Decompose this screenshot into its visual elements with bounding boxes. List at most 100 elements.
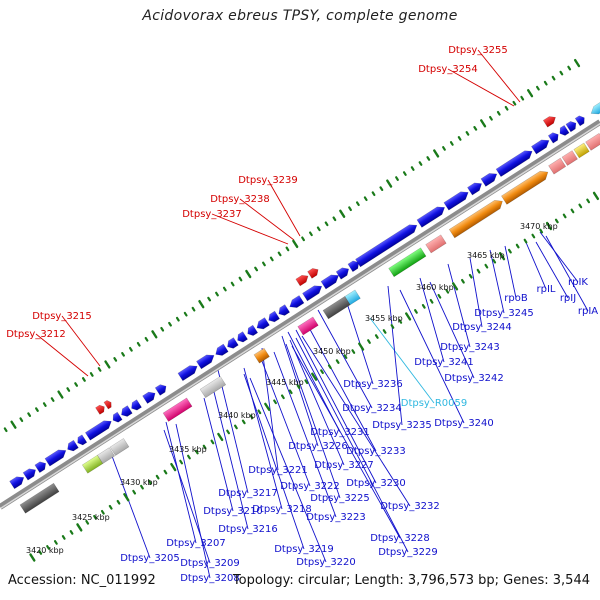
major-tick	[10, 420, 17, 429]
gene-shape	[388, 247, 427, 278]
blue-gene-label: Dtpsy_3223	[306, 512, 366, 523]
gene-shape	[215, 343, 229, 356]
connector-line	[217, 369, 249, 494]
minor-tick	[374, 334, 379, 339]
minor-tick	[437, 293, 442, 299]
minor-tick	[269, 256, 274, 262]
gene-feature	[322, 296, 351, 320]
connector-line	[175, 423, 211, 579]
gene-shape	[237, 331, 248, 343]
gene-shape	[590, 100, 600, 115]
minor-tick	[207, 296, 212, 302]
connector-line	[477, 49, 521, 103]
connector-line	[305, 321, 377, 452]
red-gene-label: Dtpsy_3238	[210, 194, 270, 205]
gene-shape	[121, 405, 133, 417]
minor-tick	[382, 329, 387, 334]
blue-gene-label: rpIL	[537, 284, 556, 295]
blue-gene-label: rpoB	[504, 293, 528, 304]
kbp-ticks	[3, 58, 600, 562]
connector-line	[211, 213, 289, 245]
minor-tick	[97, 367, 102, 372]
gene-shape	[19, 482, 60, 514]
gene-feature	[237, 331, 248, 343]
gene-shape	[295, 275, 309, 287]
gene-shape	[22, 468, 36, 481]
gene-shape	[480, 173, 498, 187]
minor-tick	[46, 545, 50, 550]
blue-gene-label: Dtpsy_3221	[248, 465, 308, 476]
major-tick	[170, 462, 177, 472]
gene-feature	[542, 116, 556, 128]
gene-shape	[256, 317, 270, 330]
minor-tick	[324, 221, 329, 227]
connector-line	[524, 239, 547, 290]
connector-line	[267, 179, 301, 237]
gene-feature	[121, 405, 133, 417]
gene-shape	[196, 354, 215, 370]
minor-tick	[398, 319, 403, 324]
major-tick	[498, 252, 506, 261]
connector-line	[243, 373, 305, 550]
gene-feature	[307, 268, 319, 279]
gene-shape	[297, 316, 319, 336]
gene-feature	[561, 150, 578, 166]
minor-tick	[113, 357, 118, 362]
minor-tick	[562, 213, 567, 219]
connector-line	[35, 333, 89, 377]
major-tick	[433, 149, 440, 158]
major-tick	[151, 330, 158, 339]
gene-shape	[9, 476, 25, 490]
minor-tick	[187, 454, 191, 460]
minor-tick	[254, 266, 259, 272]
connector-line	[345, 299, 374, 385]
gene-feature	[44, 449, 67, 467]
minor-tick	[414, 309, 418, 314]
gene-feature	[142, 391, 156, 404]
minor-tick	[277, 251, 282, 257]
gene-shape	[542, 116, 556, 128]
gene-feature	[388, 247, 427, 278]
kbp-label: 3450 kbp	[313, 347, 351, 356]
connector-line	[289, 339, 345, 466]
gene-feature	[268, 310, 280, 323]
gene-feature	[112, 411, 123, 423]
gene-shape	[177, 365, 198, 382]
major-tick	[311, 372, 318, 381]
major-tick	[292, 239, 299, 249]
minor-tick	[363, 196, 368, 202]
gene-shape	[302, 285, 323, 302]
minor-tick	[468, 273, 473, 279]
minor-tick	[449, 141, 454, 146]
major-tick	[592, 191, 600, 201]
major-tick	[526, 89, 534, 98]
kbp-label: 3440 kbp	[218, 411, 256, 420]
minor-tick	[335, 359, 340, 364]
red-gene-label: Dtpsy_3212	[6, 329, 66, 340]
minor-tick	[351, 349, 356, 354]
gene-feature	[355, 224, 418, 268]
gene-feature	[344, 289, 361, 306]
gene-feature	[67, 439, 79, 452]
gene-feature	[109, 438, 130, 456]
minor-tick	[74, 382, 79, 387]
minor-tick	[61, 535, 66, 540]
blue-gene-label: Dtpsy_3233	[346, 446, 406, 457]
minor-tick	[320, 369, 324, 375]
minor-tick	[504, 105, 509, 111]
minor-tick	[476, 268, 481, 274]
gene-shape	[34, 461, 46, 473]
gene-shape	[320, 274, 339, 290]
minor-tick	[371, 191, 376, 197]
blue-gene-label: Dtpsy_3210	[203, 506, 263, 517]
gene-feature	[443, 191, 469, 211]
minor-tick	[3, 427, 8, 433]
kbp-label: 3435 kbp	[169, 445, 207, 454]
gene-shape	[112, 411, 123, 423]
gene-shape	[501, 170, 549, 205]
blue-gene-label: Dtpsy_3218	[252, 504, 312, 515]
connector-line	[163, 429, 211, 564]
kbp-label: 3460 kbp	[416, 283, 454, 292]
gene-feature	[154, 384, 167, 396]
blue-gene-label: rpIJ	[560, 293, 576, 304]
